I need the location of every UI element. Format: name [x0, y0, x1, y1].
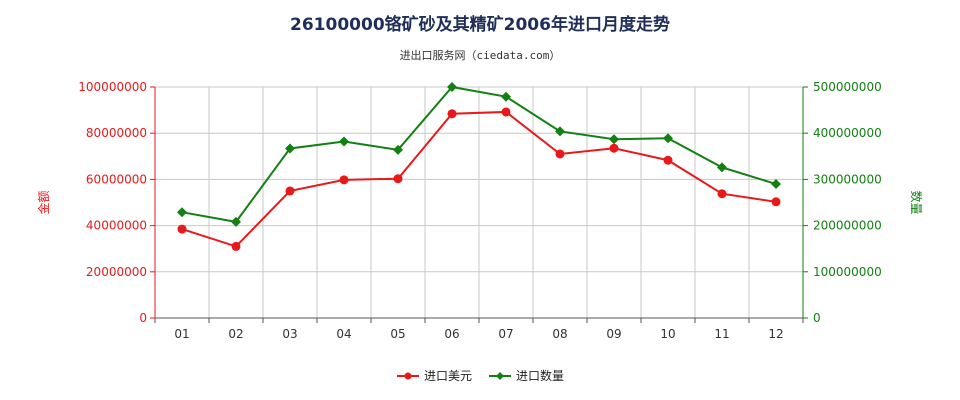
series-2-point [663, 133, 673, 144]
series-2-point [285, 143, 295, 154]
x-tick-label: 06 [444, 327, 459, 341]
y-left-tick-label: 40000000 [86, 219, 147, 233]
series-2-point [771, 179, 781, 190]
y-right-tick-label: 0 [813, 311, 821, 325]
y-left-tick-label: 100000000 [78, 80, 147, 94]
y-right-tick-label: 400000000 [813, 126, 882, 140]
legend-marker [404, 372, 412, 380]
series-1-point [717, 189, 727, 199]
x-tick-label: 10 [660, 327, 675, 341]
series-2-point [447, 82, 457, 92]
x-tick-label: 05 [390, 327, 405, 341]
series-1-point [447, 109, 457, 119]
y-right-tick-label: 100000000 [813, 265, 882, 279]
x-tick-label: 03 [282, 327, 297, 341]
series-2-point [501, 91, 511, 102]
y-left-tick-label: 20000000 [86, 265, 147, 279]
x-tick-label: 01 [174, 327, 189, 341]
series-2-point [177, 207, 187, 218]
series-1-point [555, 149, 565, 159]
series-1-point [231, 241, 241, 251]
series-1-point [663, 155, 673, 165]
series-1-point [501, 107, 511, 117]
x-tick-label: 08 [552, 327, 567, 341]
chart-subtitle: 进出口服务网（ciedata.com） [399, 49, 561, 62]
series-1-point [285, 186, 295, 196]
series-1-point [339, 175, 349, 185]
series-line-1 [181, 110, 777, 248]
y-right-tick-label: 200000000 [813, 219, 882, 233]
series-2-point [609, 134, 619, 145]
series-2-point [231, 216, 241, 227]
x-tick-label: 12 [768, 327, 783, 341]
series-2-point [555, 126, 565, 137]
series-2-point [717, 162, 727, 173]
series-1-point [393, 174, 403, 184]
series-1-point [609, 143, 619, 153]
y-left-axis-label: 金额 [36, 190, 51, 214]
y-right-tick-label: 500000000 [813, 80, 882, 94]
y-left-tick-label: 80000000 [86, 126, 147, 140]
series-2-point [393, 144, 403, 155]
series-1-point [771, 197, 781, 207]
y-right-axis-label: 数量 [909, 190, 924, 214]
series-1-point [177, 224, 187, 234]
chart-title: 26100000铬矿砂及其精矿2006年进口月度走势 [290, 15, 670, 35]
x-tick-label: 02 [228, 327, 243, 341]
series-line-2 [181, 85, 777, 223]
y-left-tick-label: 60000000 [86, 172, 147, 186]
x-tick-label: 09 [606, 327, 621, 341]
x-tick-label: 07 [498, 327, 513, 341]
legend-label: 进口数量 [516, 368, 564, 383]
legend-label: 进口美元 [424, 369, 472, 383]
legend-marker [496, 372, 504, 380]
y-right-tick-label: 300000000 [813, 172, 882, 186]
series-2-point [339, 136, 349, 147]
x-tick-label: 11 [714, 327, 729, 341]
x-tick-label: 04 [336, 327, 351, 341]
y-left-tick-label: 0 [139, 311, 147, 325]
